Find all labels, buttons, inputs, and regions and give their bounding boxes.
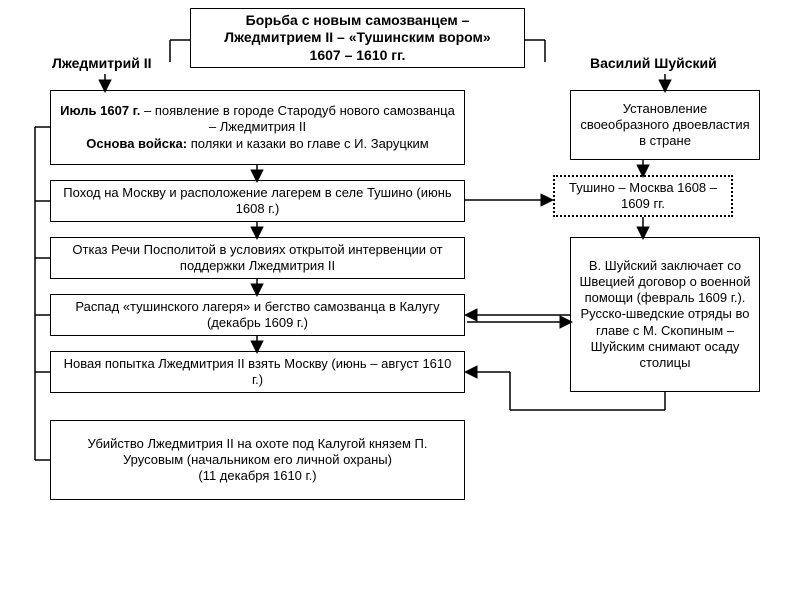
r1-txt: Установление своеобразного двоевластия в…: [577, 101, 753, 150]
l3-txt: Отказ Речи Посполитой в условиях открыто…: [57, 242, 458, 275]
left-box-1: Июль 1607 г. – появление в городе Старод…: [50, 90, 465, 165]
r3-txt: В. Шуйский заключает со Швецией договор …: [577, 258, 753, 372]
r2-txt: Тушино – Москва 1608 – 1609 гг.: [561, 180, 725, 213]
l1-txt-d: поляки и казаки во главе с И. Заруцким: [187, 136, 429, 151]
left-box-5: Новая попытка Лжедмитрия II взять Москву…: [50, 351, 465, 393]
title-l1: Борьба с новым самозванцем –: [246, 12, 470, 28]
left-box-2: Поход на Москву и расположение лагерем в…: [50, 180, 465, 222]
title-box: Борьба с новым самозванцем – Лжедмитрием…: [190, 8, 525, 68]
label-left: Лжедмитрий II: [52, 55, 152, 71]
left-box-6: Убийство Лжедмитрия II на охоте под Калу…: [50, 420, 465, 500]
l2-txt: Поход на Москву и расположение лагерем в…: [57, 185, 458, 218]
l1-bold-c: Основа войска:: [86, 136, 187, 151]
left-box-3: Отказ Речи Посполитой в условиях открыто…: [50, 237, 465, 279]
l5-txt: Новая попытка Лжедмитрия II взять Москву…: [57, 356, 458, 389]
l6-txt: Убийство Лжедмитрия II на охоте под Калу…: [57, 436, 458, 485]
title-l3: 1607 – 1610 гг.: [310, 47, 406, 63]
right-box-1: Установление своеобразного двоевластия в…: [570, 90, 760, 160]
right-box-3: В. Шуйский заключает со Швецией договор …: [570, 237, 760, 392]
l1-bold-a: Июль 1607 г.: [60, 103, 140, 118]
left-box-4: Распад «тушинского лагеря» и бегство сам…: [50, 294, 465, 336]
right-box-2-dashed: Тушино – Москва 1608 – 1609 гг.: [553, 175, 733, 217]
l1-txt-b: – появление в городе Стародуб нового сам…: [140, 103, 454, 134]
label-right: Василий Шуйский: [590, 55, 717, 71]
title-l2: Лжедмитрием II – «Тушинским вором»: [224, 29, 490, 45]
l4-txt: Распад «тушинского лагеря» и бегство сам…: [57, 299, 458, 332]
